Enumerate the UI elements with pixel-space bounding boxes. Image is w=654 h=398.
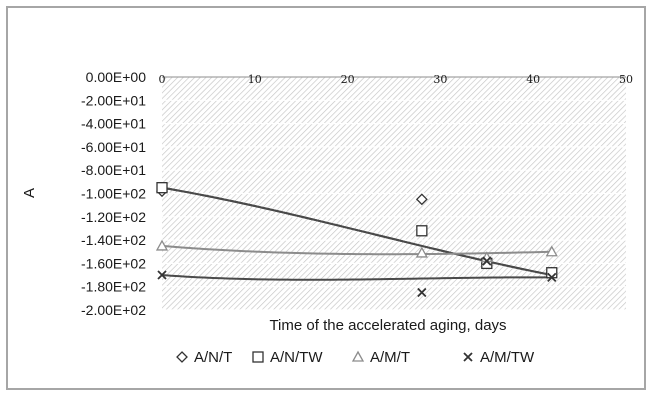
legend-label-a-m-tw: A/M/TW	[480, 349, 535, 366]
x-tick-label: 30	[433, 73, 447, 86]
x-axis-label: Time of the accelerated aging, days	[269, 317, 506, 334]
legend-label-a-m-t: A/M/T	[370, 349, 410, 366]
marker-a-n-tw	[416, 225, 428, 237]
y-tick-label: -6.00E+01	[81, 139, 146, 155]
marker-a-n-t	[415, 193, 428, 206]
x-tick-label: 10	[248, 73, 262, 86]
marker-a-m-t	[415, 246, 428, 258]
legend-marker-a-n-t	[176, 351, 188, 363]
marker-a-m-tw	[547, 272, 557, 283]
y-tick-label: 0.00E+00	[86, 69, 147, 85]
x-tick-label: 50	[619, 73, 633, 86]
legend-entry-a-n-tw: A/N/TW	[252, 349, 323, 366]
legend: A/N/T A/N/TW A/M/T A/M/TW	[176, 349, 535, 366]
marker-a-n-tw	[156, 182, 168, 194]
x-axis-ticks: 0 10 20 30 40 50	[159, 73, 634, 86]
y-tick-label: -8.00E+01	[81, 162, 146, 178]
legend-label-a-n-t: A/N/T	[194, 349, 232, 366]
data-markers	[155, 182, 558, 298]
y-tick-label: -1.40E+02	[81, 232, 146, 248]
y-tick-label: -2.00E+01	[81, 92, 146, 108]
legend-entry-a-m-tw: A/M/TW	[463, 349, 535, 366]
y-tick-label: -1.00E+02	[81, 186, 146, 202]
trendline-a-m-tw	[161, 274, 552, 281]
legend-marker-a-n-tw	[252, 351, 264, 363]
x-tick-label: 0	[159, 73, 166, 86]
y-axis-ticks: 0.00E+00 -2.00E+01 -4.00E+01 -6.00E+01 -8.00…	[81, 69, 146, 318]
legend-marker-a-m-tw	[463, 352, 473, 362]
marker-a-m-t	[545, 245, 558, 257]
marker-a-m-tw	[482, 256, 492, 266]
grid	[162, 76, 626, 311]
y-tick-label: -2.00E+02	[81, 302, 146, 318]
x-tick-label: 20	[341, 73, 355, 86]
legend-entry-a-n-t: A/N/T	[176, 349, 232, 366]
y-tick-label: -4.00E+01	[81, 116, 146, 132]
marker-a-m-t	[155, 239, 169, 251]
legend-marker-a-m-t	[351, 350, 365, 362]
x-tick-label: 40	[526, 73, 540, 86]
y-axis-label: A	[21, 188, 38, 198]
y-tick-label: -1.60E+02	[81, 255, 146, 271]
y-tick-label: -1.20E+02	[81, 209, 146, 225]
legend-label-a-n-tw: A/N/TW	[270, 349, 323, 366]
marker-a-m-tw	[417, 287, 427, 298]
y-tick-label: -1.80E+02	[81, 279, 146, 295]
marker-a-m-tw	[157, 270, 167, 280]
legend-entry-a-m-t: A/M/T	[351, 349, 410, 366]
